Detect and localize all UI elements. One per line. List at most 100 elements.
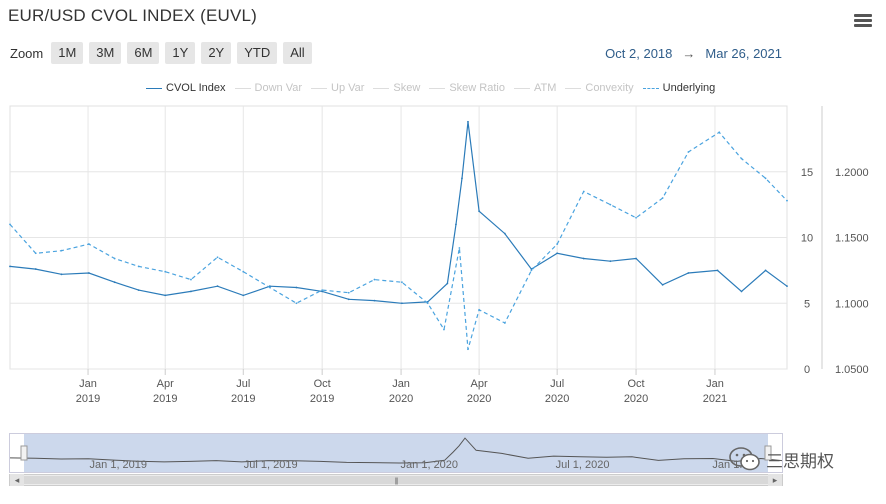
x-axis-tick-label: Oct xyxy=(627,378,644,390)
navigator-handle xyxy=(764,445,772,461)
legend-swatch xyxy=(429,87,446,89)
legend-item-atm[interactable]: ATM xyxy=(513,82,556,94)
legend-item-skew-ratio[interactable]: Skew Ratio xyxy=(429,82,505,94)
left-axis-tick-label: 5 xyxy=(804,298,810,310)
legend-item-down-var[interactable]: Down Var xyxy=(234,82,302,94)
navigator-selection xyxy=(24,434,768,472)
data-point xyxy=(164,270,167,273)
data-point xyxy=(786,199,788,202)
date-to-input[interactable]: Mar 26, 2021 xyxy=(705,46,782,61)
x-axis-tick-label: Jan xyxy=(392,378,410,390)
data-point xyxy=(478,308,481,311)
zoom-1m-button[interactable]: 1M xyxy=(51,42,84,64)
data-point xyxy=(609,260,612,263)
data-point xyxy=(446,282,449,285)
zoom-1y-button[interactable]: 1Y xyxy=(165,42,196,64)
zoom-2y-button[interactable]: 2Y xyxy=(201,42,232,64)
navigator-tick-label: Jul 1, 2019 xyxy=(244,459,298,471)
left-axis-tick-label: 0 xyxy=(804,364,810,376)
x-axis-tick-year: 2019 xyxy=(153,393,177,405)
data-point xyxy=(443,328,445,331)
range-navigator[interactable] xyxy=(9,433,783,473)
data-point xyxy=(113,281,116,284)
x-axis-tick-label: Jan xyxy=(79,378,97,390)
data-point xyxy=(88,243,90,245)
x-axis-tick-year: 2020 xyxy=(467,393,491,405)
watermark-text: 三思期权 xyxy=(766,451,834,471)
chart-legend: CVOL Index Down Var Up Var Skew Skew Rat… xyxy=(146,82,724,94)
watermark: 三思期权 xyxy=(728,446,834,472)
data-point xyxy=(242,294,245,297)
data-point xyxy=(164,294,167,297)
scrollbar-thumb[interactable]: ||| xyxy=(24,476,768,485)
data-point xyxy=(88,272,90,274)
legend-item-convexity[interactable]: Convexity xyxy=(565,82,634,94)
data-point xyxy=(467,348,469,351)
data-point xyxy=(635,216,637,219)
legend-label: Down Var xyxy=(254,82,302,94)
navigator-tick-label: Jan 1, 2020 xyxy=(401,459,459,471)
data-point xyxy=(60,249,63,252)
data-point xyxy=(347,298,350,301)
data-point xyxy=(321,290,324,293)
arrow-right-icon: → xyxy=(682,46,696,61)
data-point xyxy=(321,289,324,291)
data-point xyxy=(478,210,481,213)
data-point xyxy=(426,302,429,305)
data-point xyxy=(60,273,63,276)
data-point xyxy=(635,257,637,260)
data-point xyxy=(216,285,219,288)
scroll-right-arrow-icon[interactable]: ▸ xyxy=(768,474,782,486)
data-point xyxy=(295,286,298,289)
data-point xyxy=(137,265,140,268)
legend-item-skew[interactable]: Skew xyxy=(373,82,420,94)
right-axis-tick-label: 1.1500 xyxy=(835,233,869,245)
x-axis-tick-year: 2019 xyxy=(76,393,100,405)
scroll-left-arrow-icon[interactable]: ◂ xyxy=(10,474,24,486)
left-axis-tick-label: 15 xyxy=(801,167,813,179)
legend-label: Skew Ratio xyxy=(449,82,505,94)
legend-item-underlying[interactable]: Underlying xyxy=(642,82,716,94)
data-point xyxy=(9,223,11,226)
data-point xyxy=(242,270,245,273)
legend-swatch xyxy=(373,87,390,89)
data-point xyxy=(716,269,719,272)
x-axis-tick-label: Jan xyxy=(706,378,724,390)
x-axis-tick-year: 2019 xyxy=(310,393,334,405)
hamburger-menu-icon[interactable] xyxy=(854,14,872,28)
legend-item-up-var[interactable]: Up Var xyxy=(311,82,364,94)
legend-label: Skew xyxy=(393,82,421,94)
right-axis-tick-label: 1.0500 xyxy=(835,364,869,376)
x-axis-tick-label: Apr xyxy=(157,378,174,390)
data-point xyxy=(216,256,219,259)
data-point xyxy=(718,131,721,134)
series-underlying xyxy=(9,131,788,351)
zoom-3m-button[interactable]: 3M xyxy=(89,42,122,64)
data-point xyxy=(467,120,469,123)
zoom-all-button[interactable]: All xyxy=(283,42,312,64)
data-point xyxy=(401,281,403,284)
zoom-6m-button[interactable]: 6M xyxy=(127,42,160,64)
zoom-ytd-button[interactable]: YTD xyxy=(237,42,278,64)
data-point xyxy=(401,302,403,305)
date-from-input[interactable]: Oct 2, 2018 xyxy=(605,46,673,61)
navigator-tick-label: Jan 1... xyxy=(712,459,748,471)
data-point xyxy=(530,269,533,272)
data-point xyxy=(764,269,767,272)
legend-swatch xyxy=(642,87,659,89)
data-point xyxy=(347,291,350,294)
navigator-scrollbar[interactable]: ◂ ||| ▸ xyxy=(9,474,783,486)
legend-swatch xyxy=(565,87,582,89)
data-point xyxy=(556,243,559,245)
legend-label: Convexity xyxy=(585,82,634,94)
legend-label: Underlying xyxy=(662,82,716,94)
wechat-icon xyxy=(729,447,760,471)
data-point xyxy=(461,177,463,180)
zoom-label: Zoom xyxy=(10,45,44,61)
data-point xyxy=(455,223,457,226)
legend-item-cvol-index[interactable]: CVOL Index xyxy=(146,82,226,94)
x-axis-tick-year: 2020 xyxy=(545,393,569,405)
legend-swatch xyxy=(234,87,251,89)
data-point xyxy=(661,283,664,286)
